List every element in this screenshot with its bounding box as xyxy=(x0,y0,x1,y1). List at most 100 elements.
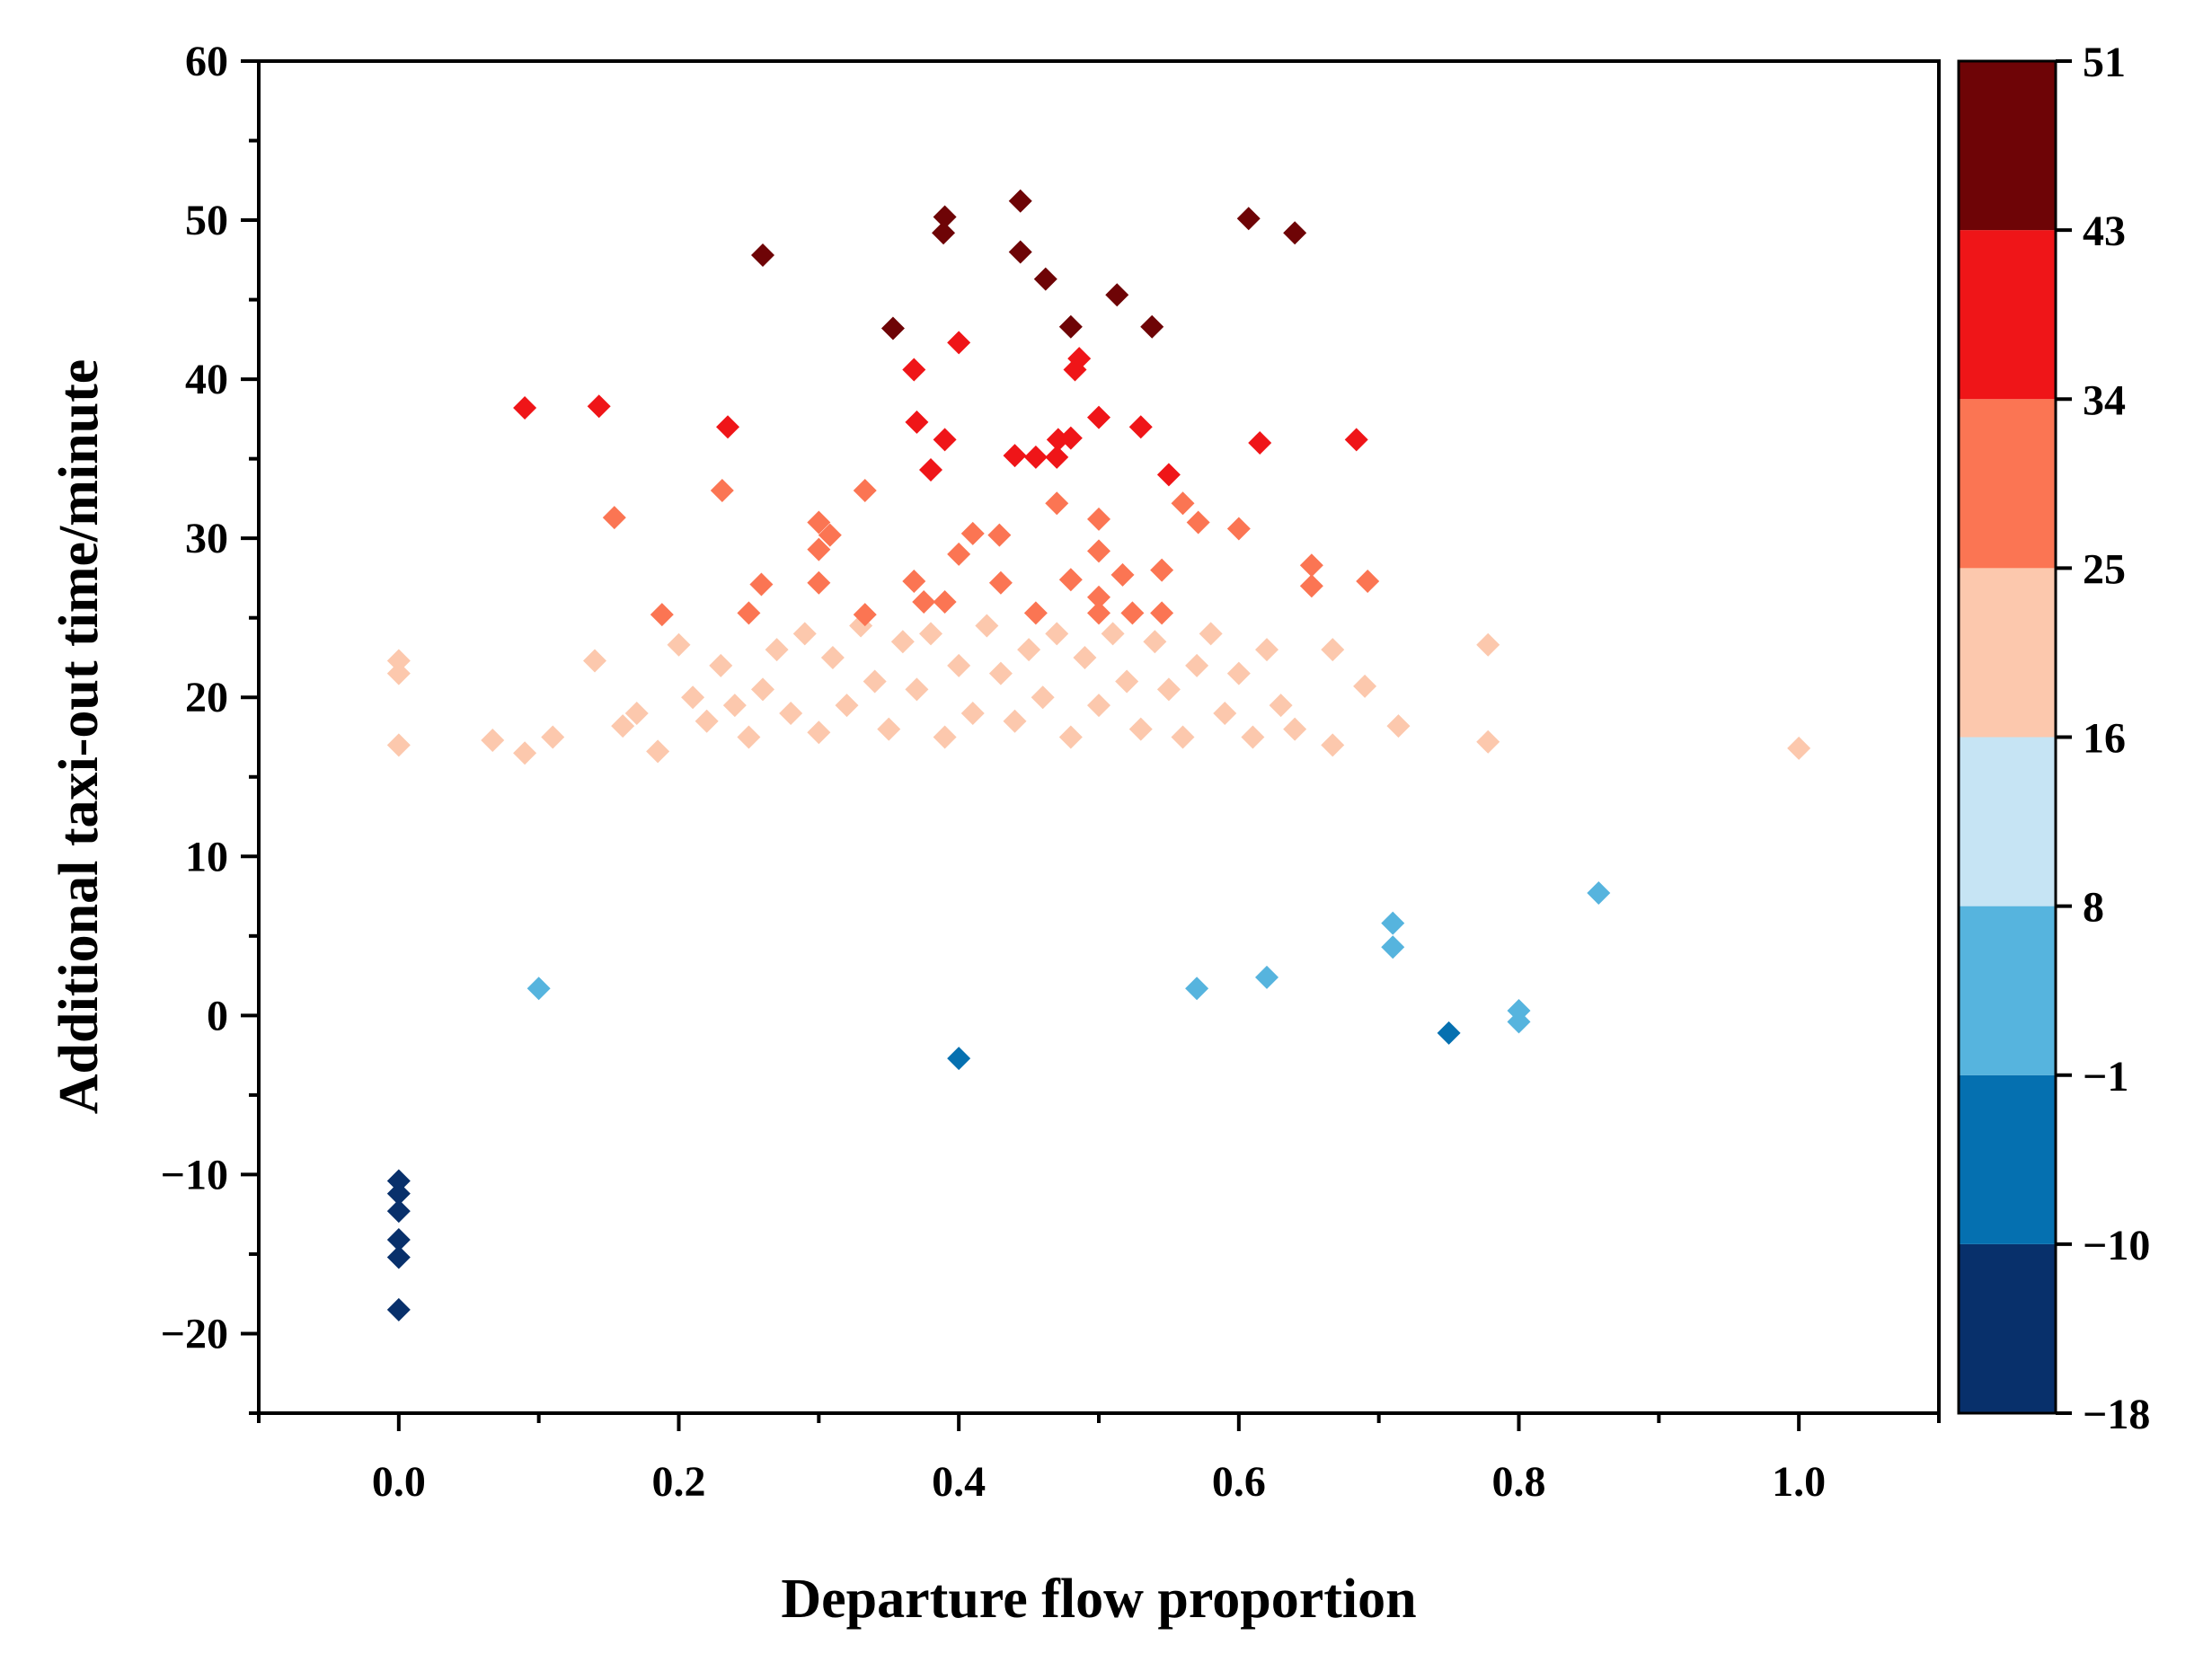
data-point xyxy=(1150,558,1174,582)
data-point xyxy=(933,205,957,229)
data-point xyxy=(1017,638,1041,662)
data-point xyxy=(1437,1021,1461,1045)
data-point xyxy=(1140,314,1164,339)
data-point xyxy=(1241,725,1265,749)
data-point xyxy=(513,395,537,420)
axes-layer: 0.0 0.2 0.4 0.6 0.8 1.0 −20 −10 0 10 20 30 40 50 60 xyxy=(161,38,1941,1506)
data-point xyxy=(1023,601,1048,625)
data-point xyxy=(933,725,957,749)
data-point xyxy=(792,622,817,646)
data-point xyxy=(386,649,411,673)
data-point xyxy=(710,479,734,503)
data-point xyxy=(1156,463,1181,487)
data-point xyxy=(1507,1010,1531,1034)
y-tick-label: −20 xyxy=(161,1310,228,1357)
data-point xyxy=(751,677,774,702)
data-point xyxy=(1003,444,1027,468)
data-point xyxy=(1073,645,1097,669)
data-point xyxy=(988,570,1013,595)
data-point xyxy=(1045,491,1069,516)
data-point xyxy=(1185,653,1209,677)
data-point xyxy=(386,1199,411,1224)
data-point xyxy=(1110,562,1135,587)
data-point xyxy=(1381,911,1405,935)
data-point xyxy=(863,669,887,694)
data-point xyxy=(386,1245,411,1269)
data-point xyxy=(820,645,845,669)
colorbar-segment xyxy=(1959,399,2056,569)
data-point xyxy=(947,331,971,355)
data-point xyxy=(912,590,936,614)
data-point xyxy=(933,590,957,614)
x-tick-label: 1.0 xyxy=(1772,1458,1826,1506)
data-point xyxy=(1105,283,1129,307)
data-point xyxy=(1299,553,1323,578)
data-point xyxy=(1058,426,1083,450)
colorbar-tick-label: −18 xyxy=(2083,1391,2150,1438)
data-point xyxy=(1087,585,1110,609)
data-point xyxy=(779,701,803,725)
y-tick-label: 10 xyxy=(185,833,228,880)
data-point xyxy=(513,741,537,765)
data-point xyxy=(1283,221,1307,245)
data-point xyxy=(1067,347,1092,371)
y-tick-label: 0 xyxy=(207,992,228,1039)
data-point xyxy=(1087,539,1110,563)
data-point xyxy=(386,661,411,685)
data-point xyxy=(1128,415,1153,439)
data-point xyxy=(1226,661,1251,685)
y-tick-label: 50 xyxy=(185,197,228,244)
data-point xyxy=(722,694,747,718)
colorbar-tick-label: 8 xyxy=(2083,884,2104,932)
data-point xyxy=(1045,622,1069,646)
data-point xyxy=(1186,510,1210,535)
data-point xyxy=(1058,568,1083,592)
data-point xyxy=(386,1297,411,1322)
data-point xyxy=(1008,189,1032,213)
data-point xyxy=(650,603,674,627)
x-tick-label: 0.4 xyxy=(932,1458,986,1506)
y-tick-label: −10 xyxy=(161,1151,228,1198)
data-point xyxy=(386,1181,411,1206)
data-point xyxy=(716,415,740,439)
data-point xyxy=(587,394,611,419)
data-point xyxy=(1045,445,1069,469)
x-tick-label: 0.2 xyxy=(652,1458,706,1506)
colorbar-segment xyxy=(1959,906,2056,1075)
data-point xyxy=(835,694,859,718)
data-point xyxy=(1226,517,1251,541)
y-tick-label: 60 xyxy=(185,38,228,85)
data-point xyxy=(1023,445,1048,469)
data-point xyxy=(481,729,505,753)
data-point xyxy=(737,601,761,625)
data-point xyxy=(1143,630,1167,654)
data-point xyxy=(1787,736,1811,760)
data-point xyxy=(1156,677,1181,702)
data-point xyxy=(749,572,774,597)
data-point xyxy=(919,458,942,482)
data-point xyxy=(583,649,606,673)
data-point xyxy=(1101,622,1125,646)
colorbar-tick-label: 25 xyxy=(2083,545,2126,593)
colorbar-tick-label: 16 xyxy=(2083,715,2126,763)
data-point xyxy=(1283,717,1307,741)
data-point xyxy=(1344,428,1368,452)
data-point xyxy=(947,653,971,677)
data-point xyxy=(902,569,926,593)
data-point xyxy=(667,632,691,657)
data-point xyxy=(386,1169,411,1193)
data-point xyxy=(1115,669,1139,694)
colorbar-tick-label: 51 xyxy=(2083,39,2126,86)
data-point xyxy=(960,521,985,545)
y-tick-label: 30 xyxy=(185,515,228,562)
data-point xyxy=(905,677,929,702)
data-point xyxy=(709,653,733,677)
data-point xyxy=(1058,314,1083,339)
data-point xyxy=(1213,701,1237,725)
data-point xyxy=(737,725,761,749)
data-point xyxy=(1171,491,1195,516)
data-point xyxy=(880,316,905,340)
data-point xyxy=(853,479,877,503)
